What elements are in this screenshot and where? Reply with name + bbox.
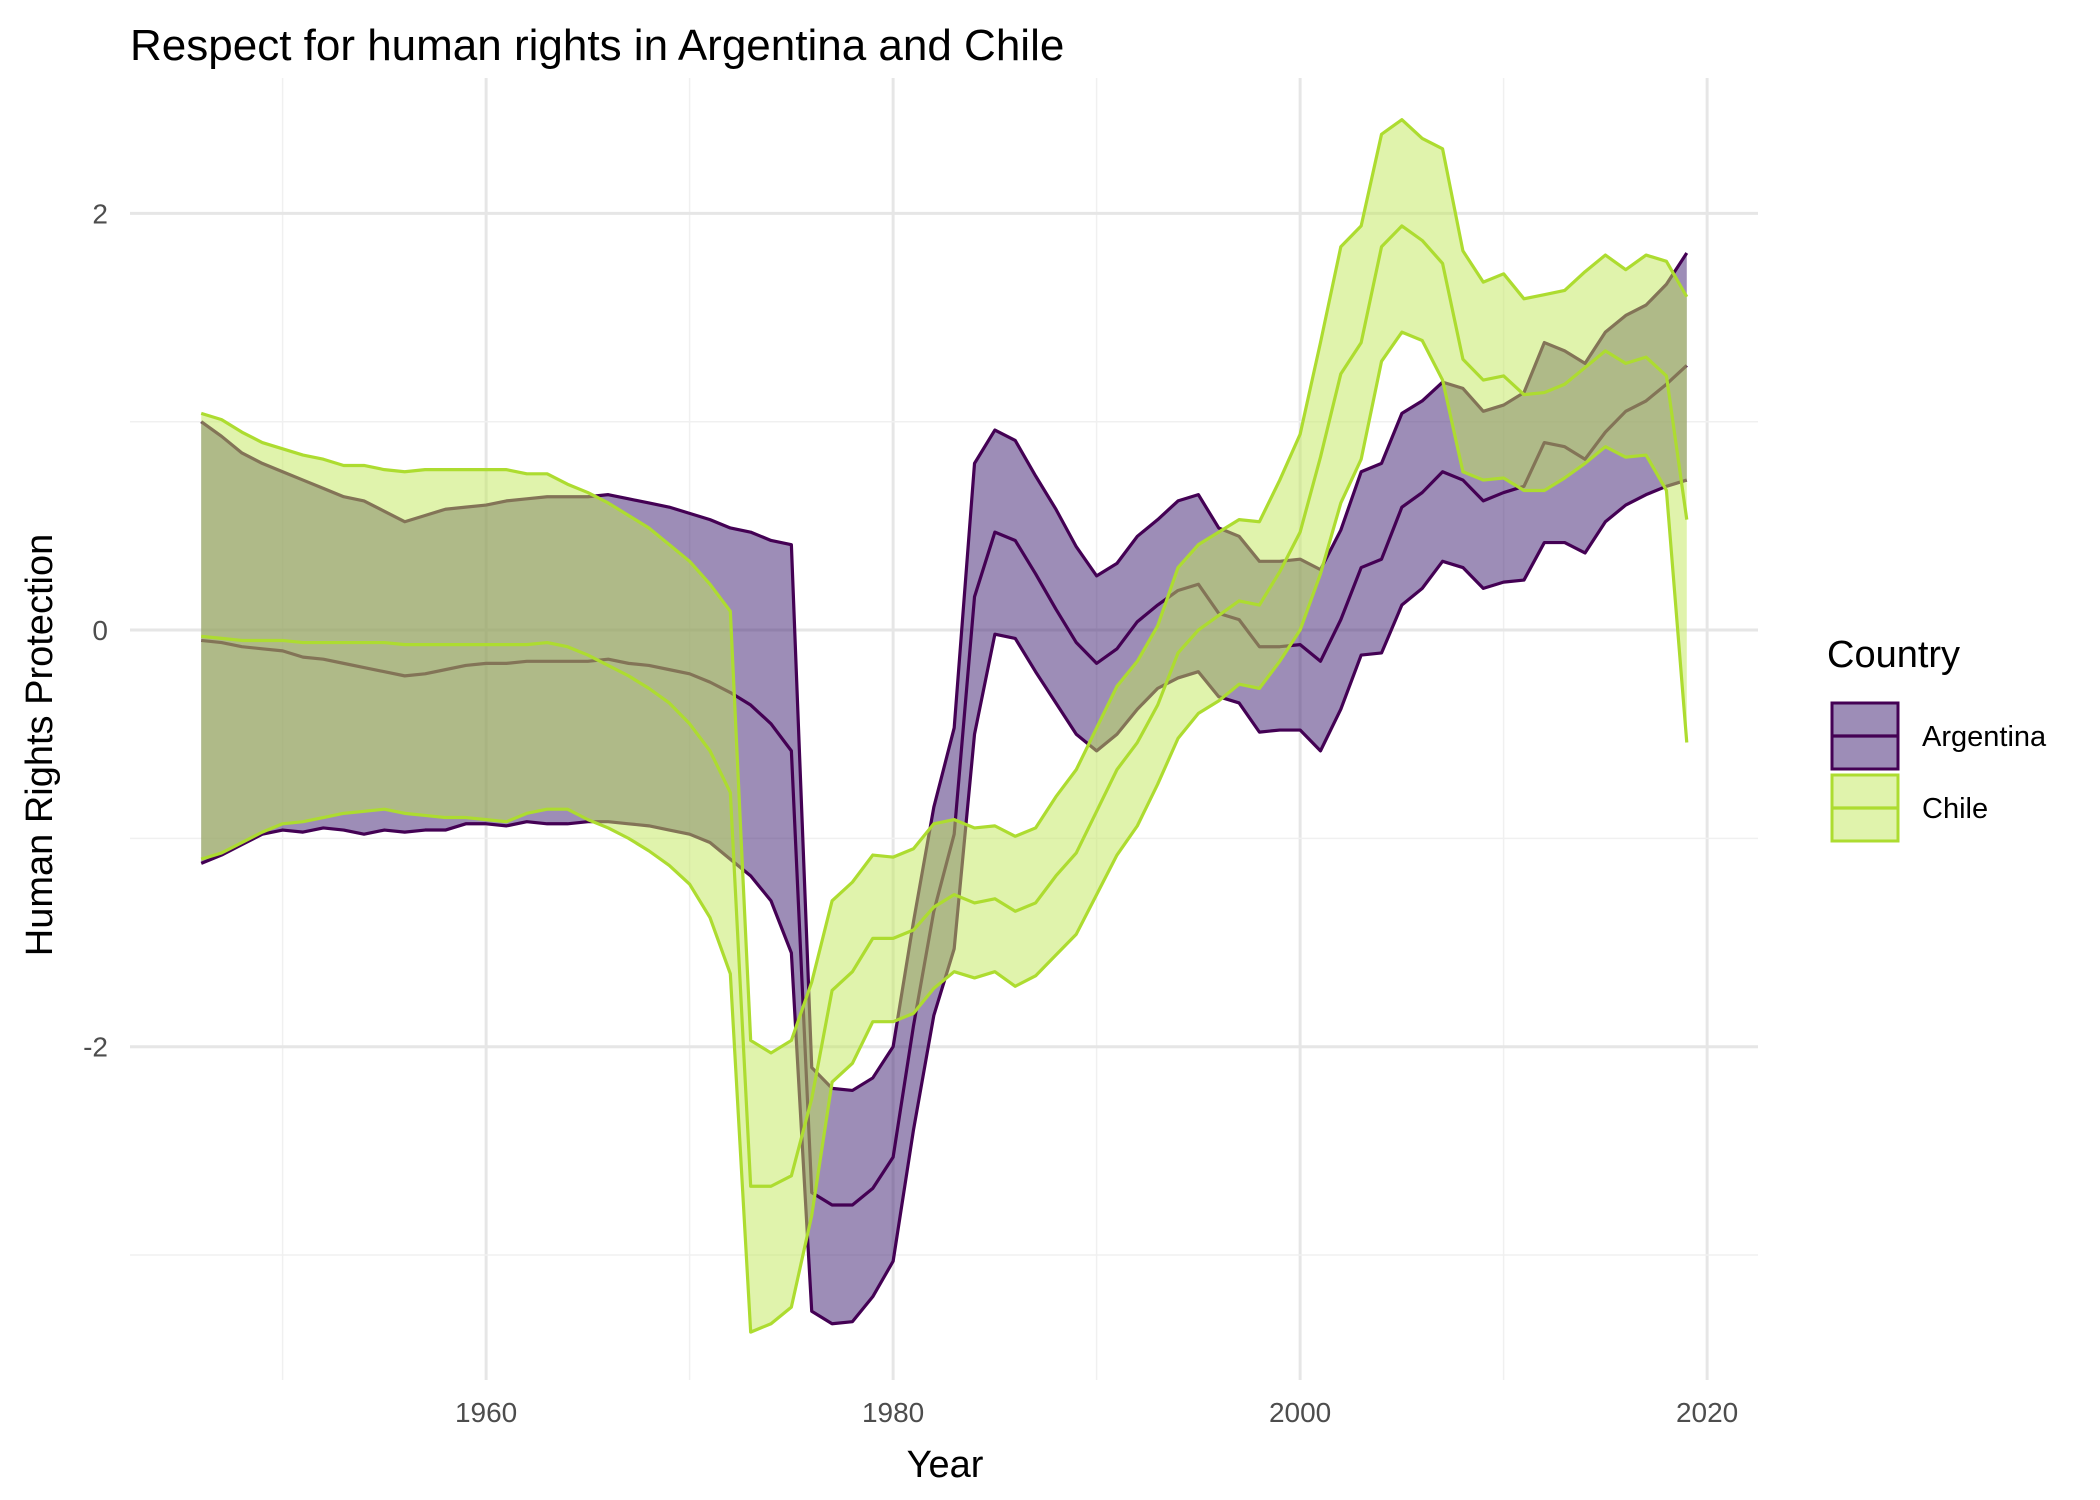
y-tick-label: -2	[83, 1032, 108, 1063]
chile-upper-line	[200, 118, 1689, 1055]
chile-mean-line	[201, 224, 1689, 1188]
chile-lower-line	[200, 330, 1689, 1334]
chile-ribbon	[201, 119, 1687, 1333]
y-axis-ticks: -2 0 2	[83, 198, 108, 1062]
x-axis-ticks: 1960 1980 2000 2020	[455, 1397, 1738, 1428]
y-tick-label: 0	[92, 615, 108, 646]
legend: Country Argentina Chile	[1827, 634, 2047, 843]
legend-items: Argentina Chile	[1830, 701, 2047, 843]
legend-label-chile: Chile	[1922, 793, 1988, 825]
x-tick-label: 2000	[1269, 1397, 1331, 1428]
x-tick-label: 1960	[455, 1397, 517, 1428]
argentina-lower-line	[200, 478, 1688, 1326]
legend-item-argentina: Argentina	[1830, 701, 2047, 771]
chart-title: Respect for human rights in Argentina an…	[130, 21, 1064, 70]
y-tick-label: 2	[92, 198, 108, 229]
series-layer	[200, 118, 1689, 1334]
legend-item-chile: Chile	[1830, 773, 1988, 843]
x-tick-label: 2020	[1676, 1397, 1738, 1428]
y-axis-title: Human Rights Protection	[19, 534, 61, 956]
legend-label-argentina: Argentina	[1922, 721, 2047, 753]
series-chile	[200, 118, 1689, 1334]
legend-title: Country	[1827, 634, 1960, 676]
x-tick-label: 1980	[862, 1397, 924, 1428]
x-axis-title: Year	[907, 1444, 984, 1486]
